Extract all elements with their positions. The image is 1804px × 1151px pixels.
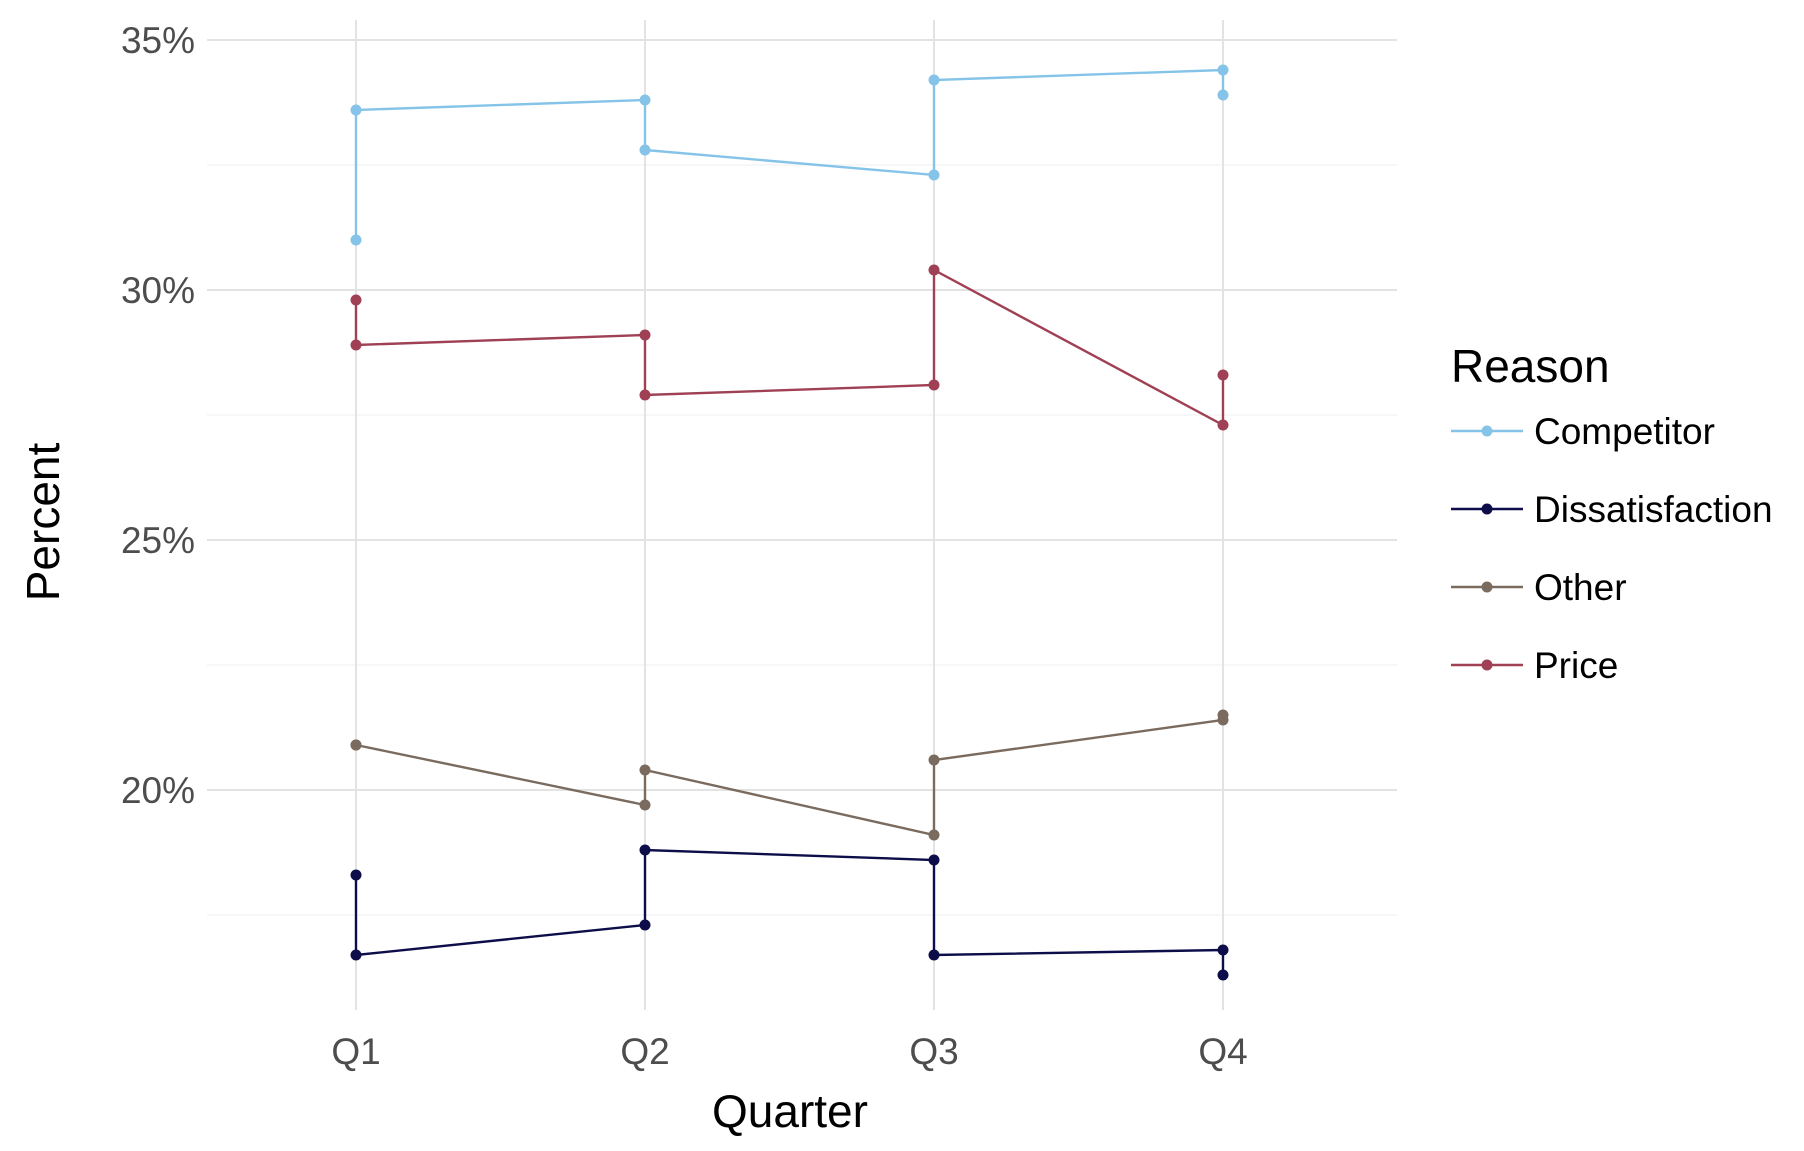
- y-tick-label: 25%: [121, 520, 195, 561]
- series-dissatisfaction: [350, 844, 1229, 981]
- legend-label: Dissatisfaction: [1534, 489, 1773, 530]
- data-point: [1217, 419, 1229, 431]
- data-point: [639, 844, 651, 856]
- data-point: [928, 379, 940, 391]
- data-point: [1217, 969, 1229, 981]
- series-line: [354, 848, 1225, 975]
- y-axis-ticks: 20% 25% 30% 35%: [121, 20, 195, 811]
- data-point: [350, 339, 362, 351]
- data-point: [928, 169, 940, 181]
- legend-item-dissatisfaction: Dissatisfaction: [1451, 489, 1773, 530]
- y-tick-label: 20%: [121, 770, 195, 811]
- legend-key-point: [1481, 581, 1493, 593]
- data-point: [1217, 64, 1229, 76]
- series-line: [354, 68, 1225, 240]
- data-point: [928, 854, 940, 866]
- series-price: [350, 264, 1229, 431]
- x-tick-label: Q3: [909, 1031, 958, 1072]
- data-point: [639, 329, 651, 341]
- legend-key-point: [1481, 503, 1493, 515]
- legend-label: Competitor: [1534, 411, 1715, 452]
- series-line: [355, 715, 1225, 837]
- x-tick-label: Q4: [1198, 1031, 1247, 1072]
- legend-title: Reason: [1451, 340, 1610, 392]
- series-line: [354, 267, 1225, 428]
- data-point: [1217, 369, 1229, 381]
- data-point: [1217, 944, 1229, 956]
- data-point: [350, 949, 362, 961]
- data-point: [928, 264, 940, 276]
- y-tick-label: 30%: [121, 270, 195, 311]
- legend-label: Price: [1534, 645, 1618, 686]
- data-point: [350, 234, 362, 246]
- data-point: [639, 919, 651, 931]
- legend-item-competitor: Competitor: [1451, 411, 1715, 452]
- data-point: [639, 799, 651, 811]
- legend-label: Other: [1534, 567, 1627, 608]
- data-point: [1217, 89, 1229, 101]
- data-point: [350, 104, 362, 116]
- legend-key-point: [1481, 425, 1493, 437]
- x-tick-label: Q1: [331, 1031, 380, 1072]
- data-point: [928, 949, 940, 961]
- data-point: [350, 739, 362, 751]
- y-axis-title: Percent: [17, 443, 69, 602]
- data-point: [639, 94, 651, 106]
- legend-key-point: [1481, 659, 1493, 671]
- series-competitor: [350, 64, 1229, 246]
- grid: [207, 20, 1397, 1010]
- data-point: [1217, 709, 1229, 721]
- data-point: [350, 869, 362, 881]
- y-tick-label: 35%: [121, 20, 195, 61]
- legend-item-price: Price: [1451, 645, 1618, 686]
- data-point: [928, 829, 940, 841]
- data-point: [928, 74, 940, 86]
- data-point: [928, 754, 940, 766]
- data-point: [639, 144, 651, 156]
- legend-item-other: Other: [1451, 567, 1627, 608]
- series-other: [350, 709, 1229, 841]
- x-axis-title: Quarter: [712, 1085, 868, 1137]
- data-point: [639, 764, 651, 776]
- data-point: [350, 294, 362, 306]
- series-lines: [350, 64, 1229, 981]
- x-tick-label: Q2: [620, 1031, 669, 1072]
- legend: Reason Competitor Dissatisfaction Other Pri…: [1451, 340, 1773, 686]
- x-axis-ticks: Q1 Q2 Q3 Q4: [331, 1031, 1247, 1072]
- data-point: [639, 389, 651, 401]
